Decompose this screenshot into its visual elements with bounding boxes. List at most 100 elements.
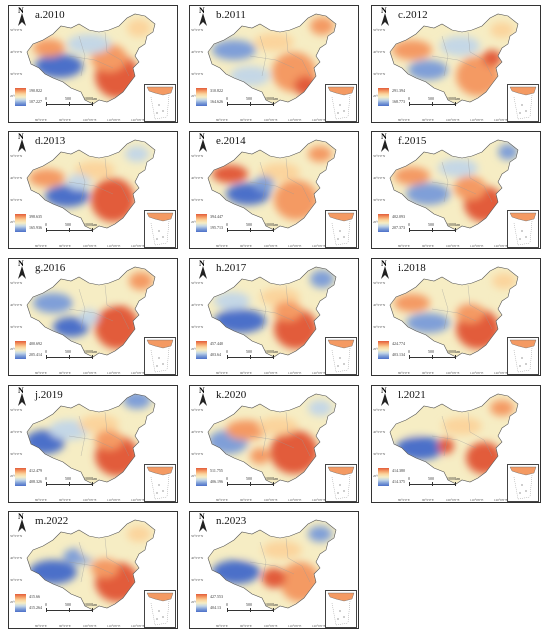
scale-label: 1000km xyxy=(447,349,461,354)
longitude-label: 110°0'0"E xyxy=(107,624,121,628)
legend-high-value: 291.394 xyxy=(392,88,405,93)
latitude-label: 30°0'0"N xyxy=(191,325,204,329)
legend: 414.380 414.375 xyxy=(378,468,405,486)
country-outline xyxy=(26,519,156,611)
scale-label: 1000km xyxy=(265,476,279,481)
longitude-label: 110°0'0"E xyxy=(288,371,302,375)
value-surface xyxy=(274,301,302,321)
latitude-label: 30°0'0"N xyxy=(10,325,23,329)
scale-label: 0 xyxy=(226,602,228,607)
legend-high-value: 310.822 xyxy=(210,88,223,93)
china-map xyxy=(207,393,337,485)
province-boundary xyxy=(249,181,295,195)
latitude-label: 50°0'0"N xyxy=(191,281,204,285)
south-china-sea-inset xyxy=(144,337,176,375)
panel-title: m.2022 xyxy=(35,515,69,527)
scale-label: 0 xyxy=(226,476,228,481)
latitude-label: 50°0'0"N xyxy=(10,534,23,538)
value-surface xyxy=(262,568,286,588)
province-boundary xyxy=(249,561,295,575)
province-boundary xyxy=(120,185,130,203)
panel-title: d.2013 xyxy=(35,135,66,147)
china-map xyxy=(26,139,156,231)
province-boundary xyxy=(285,157,303,187)
map-panel: Nk.202050°0'0"N40°0'0"N30°0'0"N20°0'0"N8… xyxy=(189,385,359,503)
south-china-sea-inset xyxy=(507,337,539,375)
longitude-label: 120°0'0"E xyxy=(494,118,508,122)
legend: 291.394 168.773 xyxy=(378,88,405,106)
legend-color-ramp xyxy=(196,594,207,612)
legend-low-value: 168.773 xyxy=(392,99,405,104)
latitude-label: 30°0'0"N xyxy=(10,72,23,76)
legend-color-ramp xyxy=(15,594,26,612)
scale-label: 500 xyxy=(428,96,434,101)
legend-color-ramp xyxy=(196,468,207,486)
value-surface xyxy=(262,541,302,559)
province-boundary xyxy=(120,439,130,457)
value-surface xyxy=(53,317,89,337)
north-arrow-icon: N xyxy=(378,386,392,407)
scale-bar: 0 500 1000km xyxy=(408,222,460,234)
province-boundary xyxy=(301,565,311,583)
latitude-label: 50°0'0"N xyxy=(10,154,23,158)
longitude-label: 80°0'0"E xyxy=(216,624,228,628)
value-surface xyxy=(123,394,151,409)
value-surface xyxy=(308,400,332,416)
longitude-label: 110°0'0"E xyxy=(288,624,302,628)
legend-low-value: 205.414 xyxy=(29,352,42,357)
longitude-label: 100°0'0"E xyxy=(83,498,97,502)
legend-low-value: 408.326 xyxy=(29,479,42,484)
value-surface xyxy=(127,19,151,37)
latitude-label: 40°0'0"N xyxy=(10,303,23,307)
china-map xyxy=(207,519,337,611)
longitude-label: 90°0'0"E xyxy=(240,244,252,248)
longitude-label: 80°0'0"E xyxy=(216,118,228,122)
china-map xyxy=(207,266,337,358)
value-surface xyxy=(127,526,151,542)
latitude-label: 40°0'0"N xyxy=(10,50,23,54)
value-surface xyxy=(406,313,450,333)
longitude-label: 100°0'0"E xyxy=(264,371,278,375)
latitude-label: 30°0'0"N xyxy=(10,578,23,582)
scale-label: 500 xyxy=(246,222,252,227)
scale-label: 500 xyxy=(65,349,71,354)
value-surface xyxy=(490,400,514,416)
value-surface xyxy=(308,146,332,162)
country-outline xyxy=(389,393,519,485)
value-surface xyxy=(75,287,119,307)
longitude-label: 110°0'0"E xyxy=(107,498,121,502)
latitude-label: 40°0'0"N xyxy=(373,176,386,180)
longitude-label: 100°0'0"E xyxy=(264,244,278,248)
value-surface xyxy=(29,169,65,187)
legend-low-value: 406.196 xyxy=(210,479,223,484)
north-label: N xyxy=(18,386,24,395)
legend-color-ramp xyxy=(15,88,26,106)
value-surface xyxy=(442,417,482,435)
north-arrow-icon: N xyxy=(378,6,392,27)
value-surface xyxy=(212,40,256,60)
province-boundary xyxy=(483,439,493,457)
province-boundary xyxy=(441,35,449,77)
country-outline xyxy=(207,266,337,358)
legend-color-ramp xyxy=(196,341,207,359)
value-surface xyxy=(29,560,77,584)
north-label: N xyxy=(199,132,205,141)
value-surface xyxy=(35,54,83,78)
province-boundary xyxy=(259,288,267,330)
legend: 412.479 408.326 xyxy=(15,468,42,486)
legend-high-value: 412.479 xyxy=(29,468,42,473)
legend-high-value: 415.66 xyxy=(29,594,40,599)
longitude-label: 90°0'0"E xyxy=(240,624,252,628)
legend: 457.440 403.64 xyxy=(196,341,223,359)
longitude-label: 120°0'0"E xyxy=(312,244,326,248)
china-map xyxy=(26,519,156,611)
legend-color-ramp xyxy=(196,88,207,106)
value-surface xyxy=(482,50,502,66)
value-surface xyxy=(125,146,149,162)
legend-color-ramp xyxy=(378,341,389,359)
province-boundary xyxy=(120,565,130,583)
value-surface xyxy=(49,420,89,440)
panel-title: b.2011 xyxy=(216,9,246,21)
south-china-sea-inset xyxy=(325,84,357,122)
longitude-label: 120°0'0"E xyxy=(312,498,326,502)
